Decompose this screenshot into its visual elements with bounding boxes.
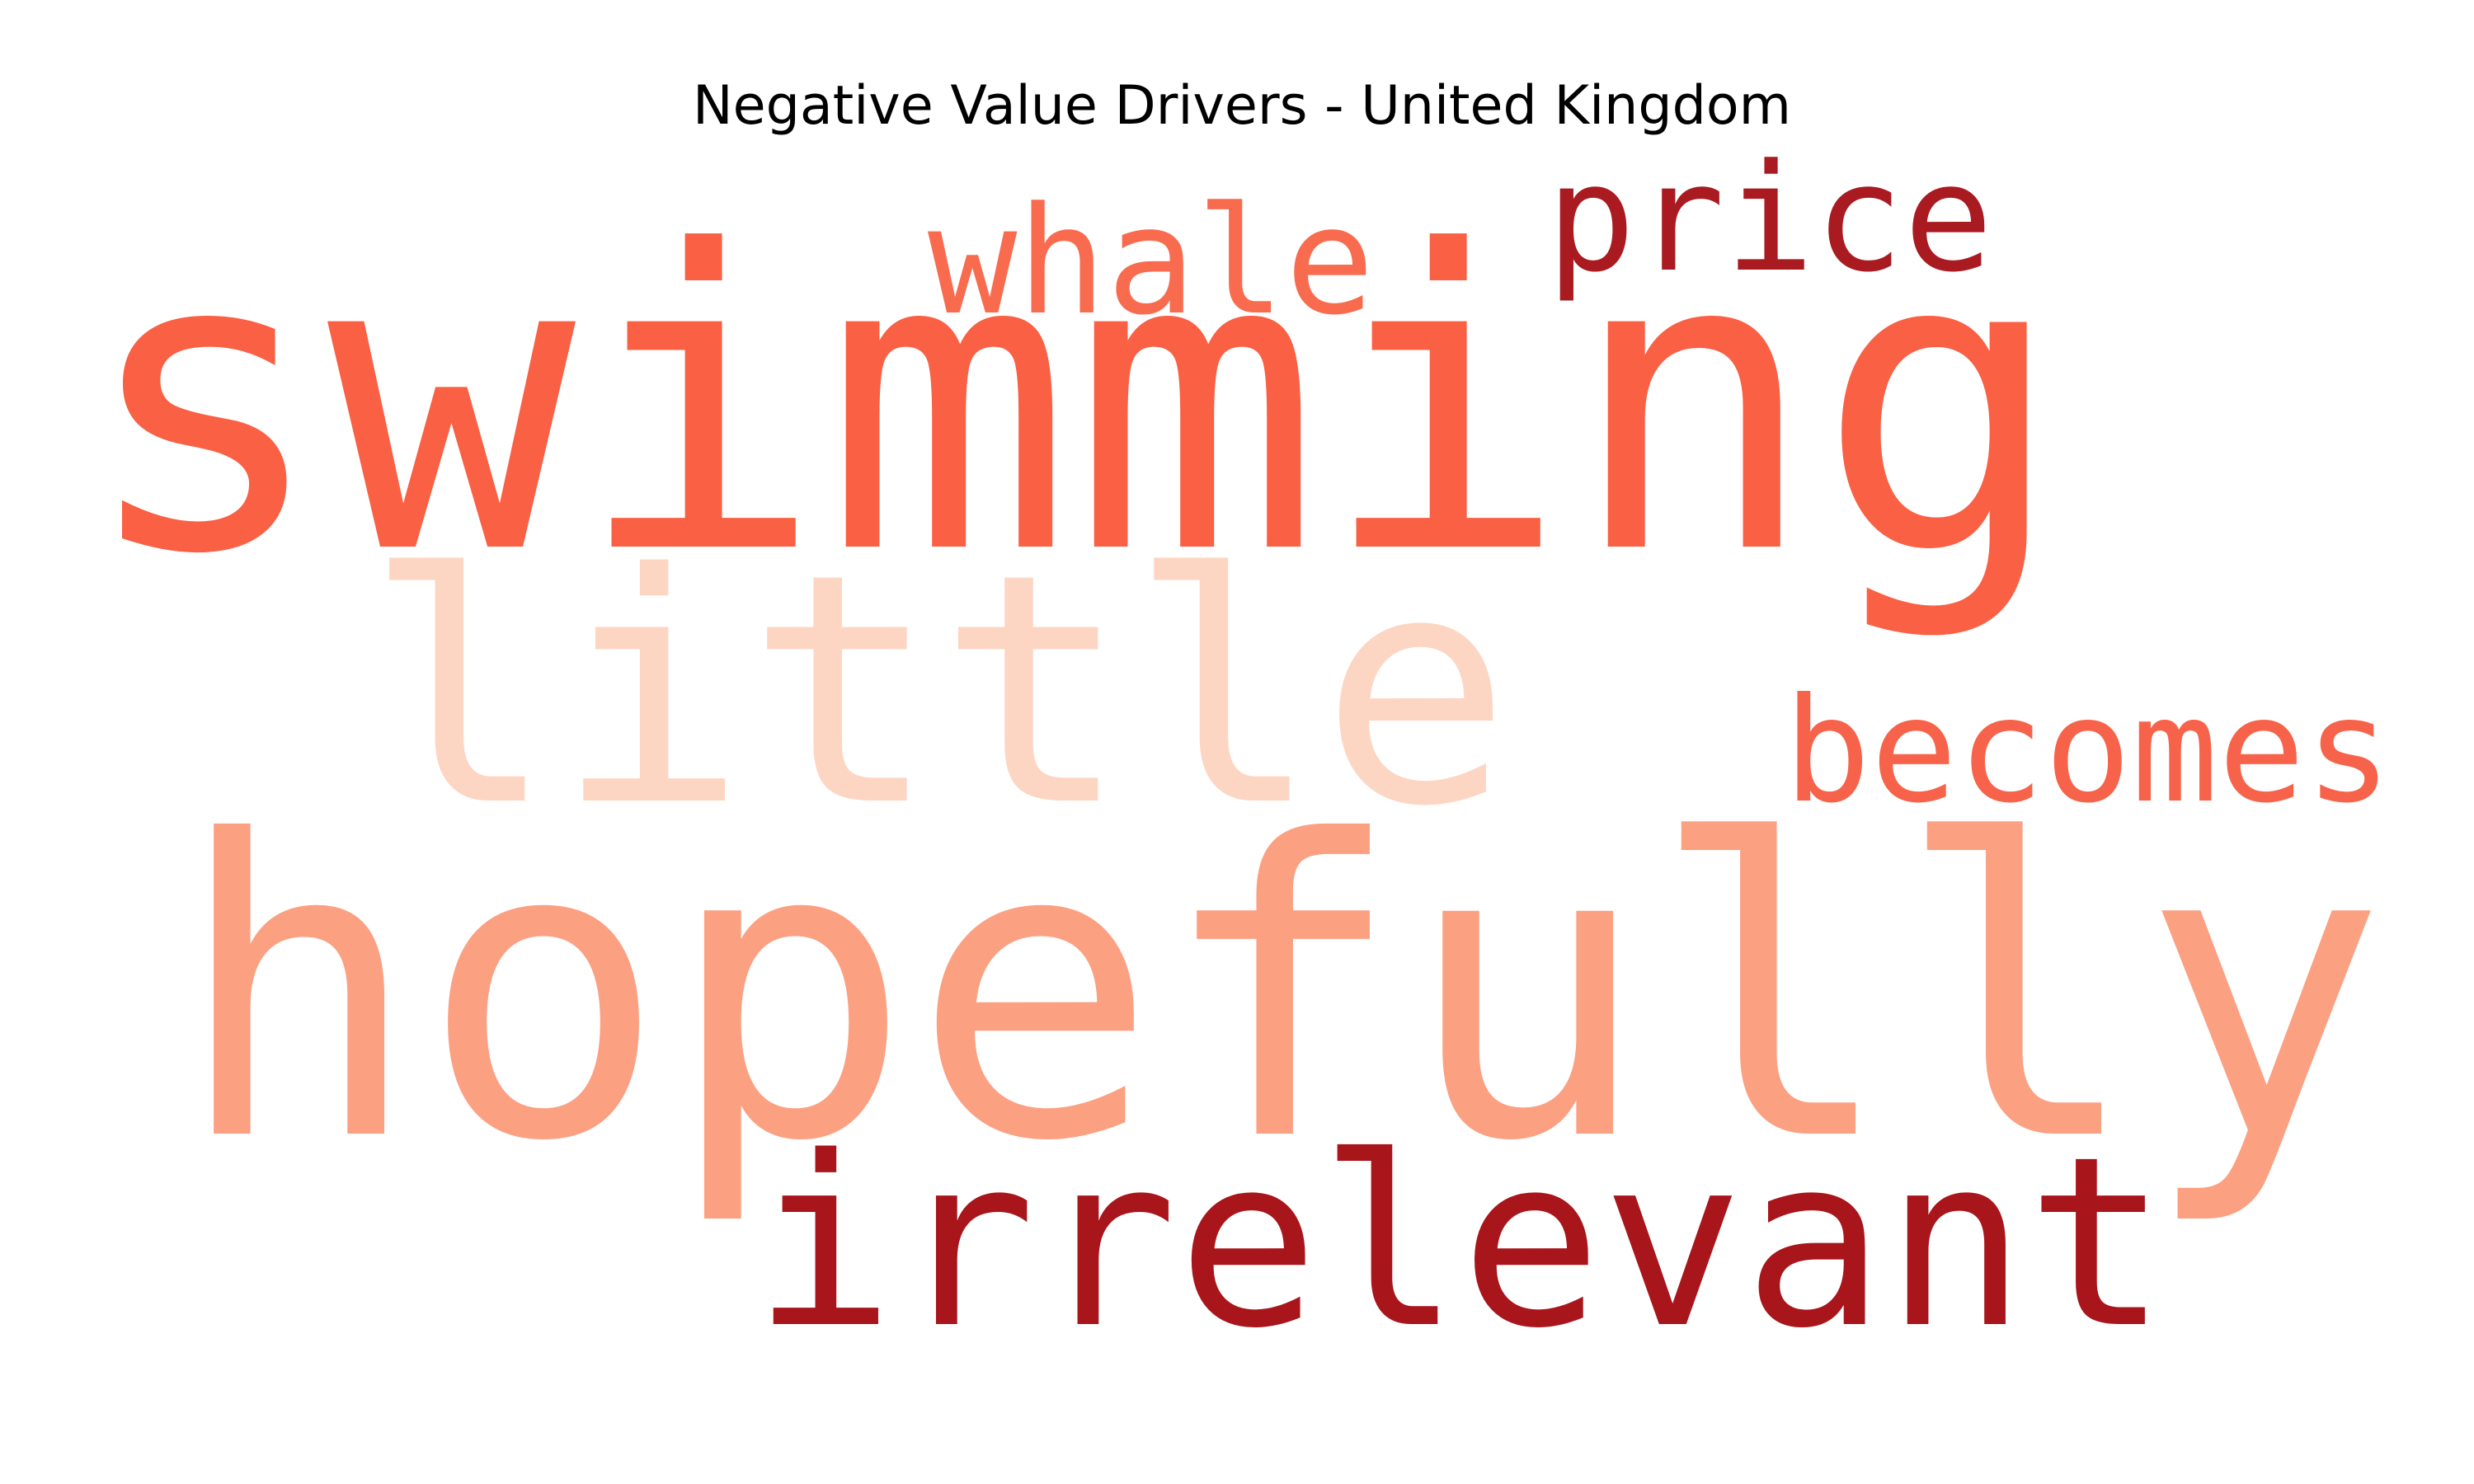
word: price [1546, 133, 1993, 305]
word: whale [928, 176, 1375, 348]
word: irrelevant [753, 1106, 2168, 1380]
word: becomes [1784, 668, 2392, 835]
word: hopefully [175, 755, 2387, 1230]
word: little [365, 506, 1512, 876]
word: swimming [79, 164, 2065, 644]
chart-title: Negative Value Drivers - United Kingdom [693, 75, 1791, 137]
